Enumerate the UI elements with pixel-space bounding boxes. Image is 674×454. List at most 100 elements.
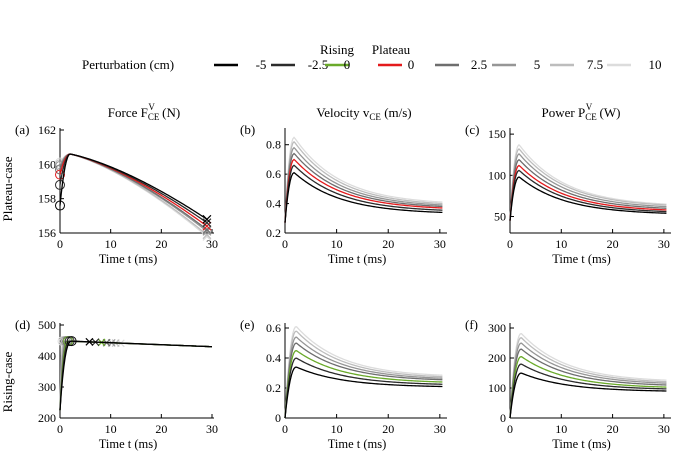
legend-value-1: -2.5 bbox=[308, 57, 329, 72]
panel-5-series-line-3 bbox=[509, 348, 667, 419]
panel-0-ytick-label-2: 160 bbox=[38, 157, 56, 171]
panel-4-ytick-label-1: 0.2 bbox=[266, 381, 281, 395]
panel-5-ytick-label-2: 200 bbox=[488, 351, 506, 365]
panel-1-ytick-label-1: 0.4 bbox=[266, 197, 281, 211]
panel-4-xtick-label-0: 0 bbox=[282, 422, 288, 436]
panel-4-letter: (e) bbox=[240, 317, 254, 332]
panel-5-series-line-4 bbox=[509, 342, 667, 419]
panel-4-xtick-label-1: 10 bbox=[331, 422, 343, 436]
panel-3-xtick-label-3: 30 bbox=[206, 422, 218, 436]
panel-3-series-line-1 bbox=[59, 340, 213, 411]
panel-2-series-line-4 bbox=[509, 153, 667, 221]
panel-1-xtick-label-1: 10 bbox=[331, 237, 343, 251]
panel-4-series-line-3 bbox=[284, 342, 443, 419]
panel-4-series-line-2 bbox=[284, 350, 443, 419]
panel-1-series-line-5 bbox=[284, 140, 443, 223]
panel-2-ytick-label-2: 150 bbox=[488, 127, 506, 141]
legend-value-0: -5 bbox=[256, 57, 267, 72]
panel-2-series-line-0 bbox=[509, 176, 667, 221]
panel-2-ytick-label-0: 50 bbox=[494, 210, 506, 224]
panel-3-end-marker-0 bbox=[85, 337, 94, 346]
panel-3-series-line-5 bbox=[59, 340, 213, 411]
column-titles: Force FCEV (N) Velocity vCE (m/s) Power … bbox=[108, 102, 621, 122]
column-title-velocity-unit: (m/s) bbox=[381, 105, 412, 120]
panel-4-series-line-0 bbox=[284, 366, 443, 419]
panel-0-ytick-label-3: 162 bbox=[38, 123, 56, 137]
column-title-velocity-sub: CE bbox=[369, 112, 381, 122]
panel-0-ytick-label-1: 158 bbox=[38, 192, 56, 206]
column-title-power-unit: (W) bbox=[596, 105, 620, 120]
legend-perturbation-label: Perturbation (cm) bbox=[82, 57, 174, 72]
panel-2-xtick-label-1: 10 bbox=[555, 237, 567, 251]
panel-4-series-line-6 bbox=[284, 326, 443, 419]
legend-plateau-label: Plateau bbox=[372, 42, 411, 57]
panel-1-ytick-label-0: 0.2 bbox=[266, 226, 281, 240]
panel-2: 0 10 20 30 50 100 150 Time t (ms) (c) bbox=[465, 122, 671, 266]
panel-0-series-line-5 bbox=[59, 153, 208, 236]
legend-value-5: 5 bbox=[534, 57, 541, 72]
row-labels: Plateau-case Rising-case bbox=[0, 156, 15, 412]
panel-0-start-marker-1 bbox=[55, 179, 65, 190]
panel-1-series-line-6 bbox=[284, 136, 443, 223]
panel-4: 0 10 20 30 0 0.2 0.4 0.6 Time t (ms) (e) bbox=[240, 317, 447, 451]
panel-2-letter: (c) bbox=[465, 122, 479, 137]
panel-0-ytick-label-0: 156 bbox=[38, 226, 56, 240]
panel-1-ytick-label-3: 0.8 bbox=[266, 138, 281, 152]
column-title-power-sub: CE bbox=[585, 112, 597, 122]
panel-0-series-line-0 bbox=[59, 153, 208, 220]
legend-value-6: 7.5 bbox=[587, 57, 603, 72]
panel-0-letter: (a) bbox=[15, 122, 29, 137]
column-title-velocity: Velocity vCE (m/s) bbox=[316, 105, 411, 122]
legend-rising-label: Rising bbox=[320, 42, 354, 57]
panel-5-series-line-0 bbox=[509, 372, 667, 419]
panel-5-ytick-label-0: 0 bbox=[500, 411, 506, 425]
panel-4-ytick-label-2: 0.4 bbox=[266, 351, 281, 365]
panel-4-xtick-label-3: 30 bbox=[434, 422, 446, 436]
panel-0: 0 10 20 30 156 158 160 162 Time t (ms) (a) bbox=[15, 122, 218, 266]
panel-0-series-line-4 bbox=[59, 153, 208, 232]
panel-3-xtick-label-1: 10 bbox=[105, 422, 117, 436]
panel-3-ytick-label-2: 400 bbox=[38, 349, 56, 363]
panel-1-xlabel: Time t (ms) bbox=[328, 252, 387, 266]
panel-0-series-line-6 bbox=[59, 153, 208, 237]
panel-2-xtick-label-3: 30 bbox=[658, 237, 670, 251]
panel-0-xlabel: Time t (ms) bbox=[99, 252, 158, 266]
panel-5-series-line-2 bbox=[509, 356, 667, 419]
panel-1-series-line-4 bbox=[284, 146, 443, 223]
panel-1-letter: (b) bbox=[240, 122, 255, 137]
panel-3-series-line-2 bbox=[59, 340, 213, 411]
panel-0-end-marker-3 bbox=[202, 225, 212, 234]
column-title-force-sup: V bbox=[148, 102, 155, 112]
panel-3-series-line-6 bbox=[59, 340, 213, 411]
panel-5-ytick-label-1: 100 bbox=[488, 381, 506, 395]
panel-3-series-line-3 bbox=[59, 340, 213, 411]
panel-0-start-marker-2 bbox=[55, 169, 65, 180]
panel-2-series-line-3 bbox=[509, 158, 667, 221]
row-label-plateau: Plateau-case bbox=[0, 156, 15, 221]
panel-1-series-line-2 bbox=[284, 158, 443, 223]
panel-5-ytick-label-3: 300 bbox=[488, 321, 506, 335]
panel-0-start-marker-0 bbox=[55, 200, 65, 211]
panel-3-ytick-label-1: 300 bbox=[38, 380, 56, 394]
panel-1-ytick-label-2: 0.6 bbox=[266, 167, 281, 181]
panel-3-series-line-0 bbox=[59, 340, 213, 411]
panel-4-xtick-label-2: 20 bbox=[382, 422, 394, 436]
panel-0-xtick-label-0: 0 bbox=[57, 237, 63, 251]
panel-5-series-line-1 bbox=[509, 363, 667, 419]
panel-0-xtick-label-3: 30 bbox=[206, 237, 218, 251]
panel-1-xtick-label-3: 30 bbox=[434, 237, 446, 251]
legend-value-3: 0 bbox=[408, 57, 415, 72]
panel-2-ytick-label-1: 100 bbox=[488, 168, 506, 182]
panel-5-xlabel: Time t (ms) bbox=[552, 437, 611, 451]
column-title-force-sub: CE bbox=[148, 112, 160, 122]
legend-value-4: 2.5 bbox=[471, 57, 487, 72]
panel-5-letter: (f) bbox=[465, 317, 478, 332]
panel-1-series-line-1 bbox=[284, 164, 443, 223]
column-title-power-main: Power P bbox=[542, 105, 586, 120]
panel-1-series-line-0 bbox=[284, 171, 443, 223]
panel-2-series-line-5 bbox=[509, 148, 667, 221]
panel-0-series-line-1 bbox=[59, 153, 208, 224]
panel-1-series-line-3 bbox=[284, 152, 443, 223]
panel-3-letter: (d) bbox=[15, 317, 30, 332]
